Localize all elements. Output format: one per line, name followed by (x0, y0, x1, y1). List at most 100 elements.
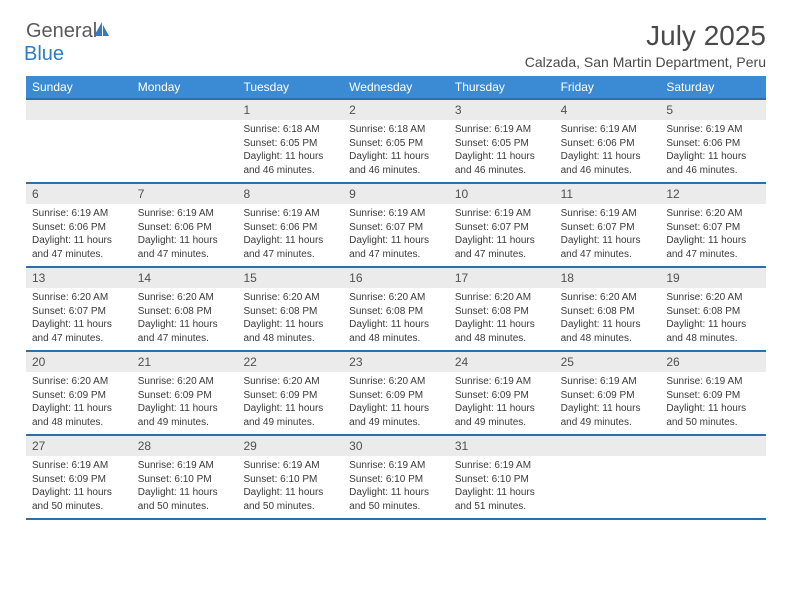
day-number: 1 (237, 100, 343, 120)
week-row: 13Sunrise: 6:20 AMSunset: 6:07 PMDayligh… (26, 266, 766, 350)
day-number: 20 (26, 352, 132, 372)
day-number: 30 (343, 436, 449, 456)
day-cell: 10Sunrise: 6:19 AMSunset: 6:07 PMDayligh… (449, 184, 555, 266)
day-number: 16 (343, 268, 449, 288)
day-cell: 31Sunrise: 6:19 AMSunset: 6:10 PMDayligh… (449, 436, 555, 518)
day-cell: 11Sunrise: 6:19 AMSunset: 6:07 PMDayligh… (555, 184, 661, 266)
day-cell: 9Sunrise: 6:19 AMSunset: 6:07 PMDaylight… (343, 184, 449, 266)
day-content: Sunrise: 6:19 AMSunset: 6:06 PMDaylight:… (555, 120, 661, 180)
sunrise-text: Sunrise: 6:20 AM (32, 375, 126, 389)
day-cell: 28Sunrise: 6:19 AMSunset: 6:10 PMDayligh… (132, 436, 238, 518)
daylight-text: Daylight: 11 hours and 50 minutes. (32, 486, 126, 513)
daylight-text: Daylight: 11 hours and 48 minutes. (455, 318, 549, 345)
daylight-text: Daylight: 11 hours and 46 minutes. (561, 150, 655, 177)
day-cell: 1Sunrise: 6:18 AMSunset: 6:05 PMDaylight… (237, 100, 343, 182)
sunset-text: Sunset: 6:08 PM (138, 305, 232, 319)
day-number: 31 (449, 436, 555, 456)
sunset-text: Sunset: 6:06 PM (138, 221, 232, 235)
day-number: 21 (132, 352, 238, 372)
day-number: 6 (26, 184, 132, 204)
day-content: Sunrise: 6:18 AMSunset: 6:05 PMDaylight:… (237, 120, 343, 180)
day-content: Sunrise: 6:19 AMSunset: 6:09 PMDaylight:… (555, 372, 661, 432)
daylight-text: Daylight: 11 hours and 48 minutes. (243, 318, 337, 345)
sunset-text: Sunset: 6:08 PM (561, 305, 655, 319)
daylight-text: Daylight: 11 hours and 48 minutes. (561, 318, 655, 345)
day-number: 22 (237, 352, 343, 372)
sunrise-text: Sunrise: 6:19 AM (243, 459, 337, 473)
sunrise-text: Sunrise: 6:19 AM (455, 207, 549, 221)
header: General Blue July 2025 Calzada, San Mart… (26, 20, 766, 70)
day-cell: 13Sunrise: 6:20 AMSunset: 6:07 PMDayligh… (26, 268, 132, 350)
day-content: Sunrise: 6:19 AMSunset: 6:07 PMDaylight:… (449, 204, 555, 264)
day-content: Sunrise: 6:20 AMSunset: 6:09 PMDaylight:… (132, 372, 238, 432)
day-number: 14 (132, 268, 238, 288)
day-cell: 16Sunrise: 6:20 AMSunset: 6:08 PMDayligh… (343, 268, 449, 350)
sunset-text: Sunset: 6:09 PM (455, 389, 549, 403)
day-number (132, 100, 238, 120)
sunset-text: Sunset: 6:07 PM (349, 221, 443, 235)
daylight-text: Daylight: 11 hours and 49 minutes. (243, 402, 337, 429)
logo: General Blue (26, 20, 111, 66)
day-number: 13 (26, 268, 132, 288)
day-cell: 8Sunrise: 6:19 AMSunset: 6:06 PMDaylight… (237, 184, 343, 266)
sunrise-text: Sunrise: 6:19 AM (349, 459, 443, 473)
day-cell: 23Sunrise: 6:20 AMSunset: 6:09 PMDayligh… (343, 352, 449, 434)
sunset-text: Sunset: 6:07 PM (455, 221, 549, 235)
logo-text-general: General (26, 20, 97, 42)
day-cell (26, 100, 132, 182)
sunrise-text: Sunrise: 6:19 AM (349, 207, 443, 221)
day-content: Sunrise: 6:19 AMSunset: 6:06 PMDaylight:… (132, 204, 238, 264)
day-cell: 7Sunrise: 6:19 AMSunset: 6:06 PMDaylight… (132, 184, 238, 266)
day-cell: 12Sunrise: 6:20 AMSunset: 6:07 PMDayligh… (660, 184, 766, 266)
sunrise-text: Sunrise: 6:20 AM (666, 207, 760, 221)
day-number: 9 (343, 184, 449, 204)
sunrise-text: Sunrise: 6:20 AM (561, 291, 655, 305)
day-header: Wednesday (343, 76, 449, 98)
sunset-text: Sunset: 6:06 PM (243, 221, 337, 235)
day-cell: 15Sunrise: 6:20 AMSunset: 6:08 PMDayligh… (237, 268, 343, 350)
day-number: 15 (237, 268, 343, 288)
page-title: July 2025 (525, 20, 766, 52)
week-row: 20Sunrise: 6:20 AMSunset: 6:09 PMDayligh… (26, 350, 766, 434)
day-content: Sunrise: 6:20 AMSunset: 6:09 PMDaylight:… (26, 372, 132, 432)
sunrise-text: Sunrise: 6:19 AM (243, 207, 337, 221)
day-header: Sunday (26, 76, 132, 98)
day-number: 8 (237, 184, 343, 204)
sunrise-text: Sunrise: 6:20 AM (138, 291, 232, 305)
sunrise-text: Sunrise: 6:20 AM (243, 375, 337, 389)
daylight-text: Daylight: 11 hours and 47 minutes. (32, 318, 126, 345)
daylight-text: Daylight: 11 hours and 47 minutes. (666, 234, 760, 261)
day-number: 26 (660, 352, 766, 372)
sunrise-text: Sunrise: 6:18 AM (349, 123, 443, 137)
day-cell: 21Sunrise: 6:20 AMSunset: 6:09 PMDayligh… (132, 352, 238, 434)
day-content: Sunrise: 6:19 AMSunset: 6:10 PMDaylight:… (237, 456, 343, 516)
day-number (660, 436, 766, 456)
daylight-text: Daylight: 11 hours and 48 minutes. (349, 318, 443, 345)
sunset-text: Sunset: 6:07 PM (561, 221, 655, 235)
sunrise-text: Sunrise: 6:20 AM (349, 291, 443, 305)
sunset-text: Sunset: 6:06 PM (561, 137, 655, 151)
day-number: 24 (449, 352, 555, 372)
sunrise-text: Sunrise: 6:20 AM (666, 291, 760, 305)
sunrise-text: Sunrise: 6:20 AM (455, 291, 549, 305)
day-content: Sunrise: 6:20 AMSunset: 6:08 PMDaylight:… (237, 288, 343, 348)
day-content: Sunrise: 6:19 AMSunset: 6:10 PMDaylight:… (132, 456, 238, 516)
day-cell: 20Sunrise: 6:20 AMSunset: 6:09 PMDayligh… (26, 352, 132, 434)
sunrise-text: Sunrise: 6:19 AM (455, 123, 549, 137)
day-cell: 18Sunrise: 6:20 AMSunset: 6:08 PMDayligh… (555, 268, 661, 350)
day-cell: 30Sunrise: 6:19 AMSunset: 6:10 PMDayligh… (343, 436, 449, 518)
day-cell: 3Sunrise: 6:19 AMSunset: 6:05 PMDaylight… (449, 100, 555, 182)
daylight-text: Daylight: 11 hours and 46 minutes. (666, 150, 760, 177)
sunset-text: Sunset: 6:09 PM (666, 389, 760, 403)
sunset-text: Sunset: 6:09 PM (138, 389, 232, 403)
sunset-text: Sunset: 6:05 PM (243, 137, 337, 151)
day-content: Sunrise: 6:20 AMSunset: 6:07 PMDaylight:… (26, 288, 132, 348)
day-content: Sunrise: 6:20 AMSunset: 6:08 PMDaylight:… (449, 288, 555, 348)
day-cell: 26Sunrise: 6:19 AMSunset: 6:09 PMDayligh… (660, 352, 766, 434)
sunset-text: Sunset: 6:08 PM (243, 305, 337, 319)
daylight-text: Daylight: 11 hours and 50 minutes. (243, 486, 337, 513)
day-cell: 4Sunrise: 6:19 AMSunset: 6:06 PMDaylight… (555, 100, 661, 182)
calendar: SundayMondayTuesdayWednesdayThursdayFrid… (26, 76, 766, 520)
week-row: 6Sunrise: 6:19 AMSunset: 6:06 PMDaylight… (26, 182, 766, 266)
day-content: Sunrise: 6:20 AMSunset: 6:08 PMDaylight:… (343, 288, 449, 348)
